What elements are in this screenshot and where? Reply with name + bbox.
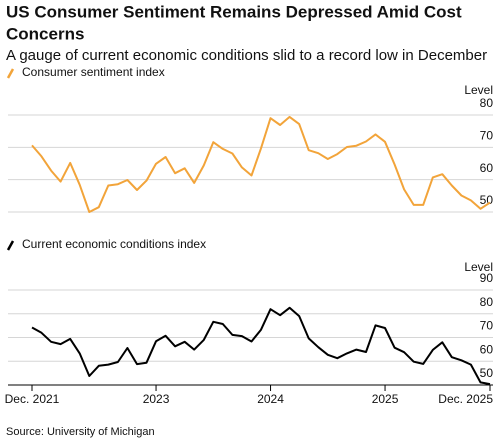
legend-label: Current economic conditions index (22, 237, 206, 251)
y-tick-label: 80 (480, 96, 494, 110)
y-tick-label: 90 (480, 271, 494, 285)
y-tick-label: 60 (480, 342, 494, 356)
subtitle: A gauge of current economic conditions s… (6, 47, 487, 64)
series-line (31, 115, 491, 213)
legend-swatch (6, 68, 15, 79)
series-line (31, 306, 491, 386)
x-tick-label: 2023 (143, 392, 170, 406)
legend-label: Consumer sentiment index (22, 65, 165, 79)
x-tick-label: 2025 (372, 392, 399, 406)
y-tick-label: 70 (480, 129, 494, 143)
x-tick-label: Dec. 2025 (438, 392, 493, 406)
y-tick-label: 60 (480, 161, 494, 175)
y-tick-label: 70 (480, 319, 494, 333)
legend-swatch (6, 240, 15, 251)
chart-title: Concerns (6, 24, 84, 43)
y-axis-label: Level (464, 83, 493, 97)
chart-title: US Consumer Sentiment Remains Depressed … (6, 2, 462, 21)
x-tick-label: 2024 (257, 392, 284, 406)
y-tick-label: 50 (480, 366, 494, 380)
source: Source: University of Michigan (6, 426, 155, 438)
x-tick-label: Dec. 2021 (5, 392, 60, 406)
y-tick-label: 80 (480, 295, 494, 309)
y-axis-label: Level (464, 260, 493, 274)
